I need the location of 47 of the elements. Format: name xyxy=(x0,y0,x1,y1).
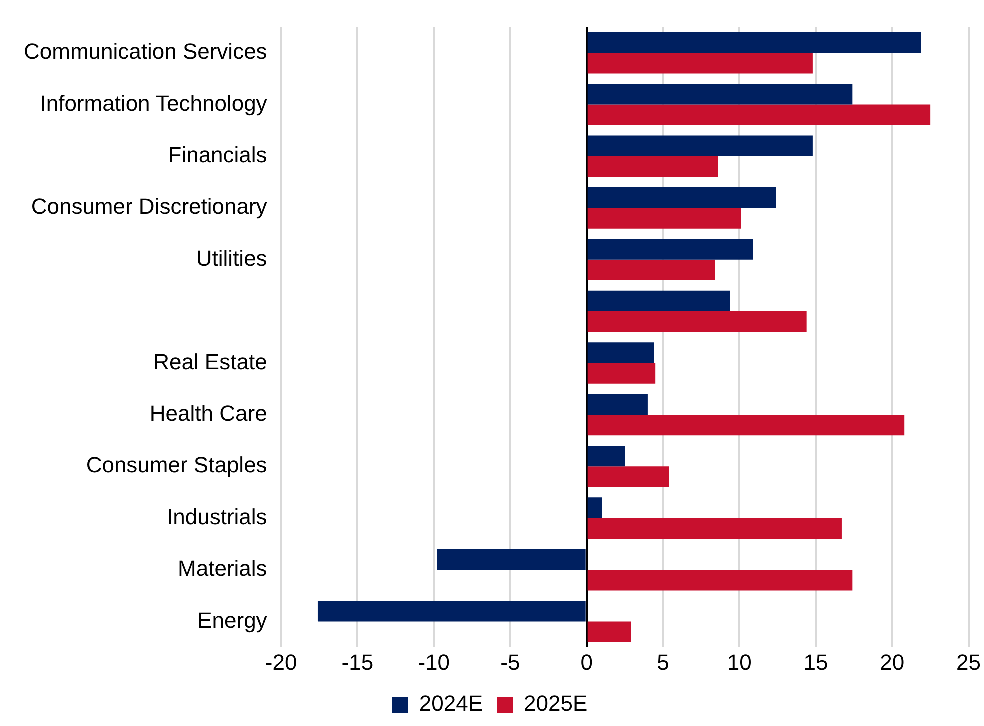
y-tick-label: Financials xyxy=(168,142,268,168)
x-tick-label: -20 xyxy=(265,650,298,675)
y-tick-label: Health Care xyxy=(150,401,268,426)
bar xyxy=(588,312,807,332)
bar xyxy=(588,239,754,260)
bar xyxy=(588,84,853,105)
bar xyxy=(437,549,586,570)
x-tick-label: 5 xyxy=(657,650,670,675)
y-tick-label: Consumer Discretionary xyxy=(31,194,268,220)
x-tick-label: -10 xyxy=(418,650,450,675)
y-tick-label: Industrials xyxy=(167,504,268,530)
bar xyxy=(588,32,922,54)
bar xyxy=(588,466,670,488)
bar xyxy=(588,518,842,540)
y-tick-label: Real Estate xyxy=(154,349,268,374)
legend-label: 2024E xyxy=(419,691,484,716)
bar xyxy=(588,570,853,591)
x-tick-label: 20 xyxy=(880,650,905,675)
y-tick-label: Consumer Staples xyxy=(86,452,268,478)
bar xyxy=(318,601,586,622)
x-tick-label: -15 xyxy=(342,650,374,675)
y-tick-label: Materials xyxy=(178,556,268,582)
bar xyxy=(588,446,626,467)
bar xyxy=(588,290,730,312)
y-tick-label: Utilities xyxy=(196,246,268,271)
bar xyxy=(588,622,632,642)
bar xyxy=(588,187,776,208)
legend-label: 2025E xyxy=(524,691,588,716)
bar xyxy=(588,342,654,364)
x-tick-label: 10 xyxy=(727,650,752,675)
bar xyxy=(588,363,656,384)
bar xyxy=(588,136,813,156)
y-tick-label: Energy xyxy=(198,608,268,633)
x-tick-label: 25 xyxy=(956,650,982,675)
y-tick-label: Information Technology xyxy=(40,90,268,116)
bar xyxy=(588,498,602,518)
bar xyxy=(588,53,813,74)
bar xyxy=(588,104,931,126)
bar xyxy=(588,208,742,229)
bar xyxy=(588,260,716,281)
bar xyxy=(588,156,718,178)
x-tick-label: -5 xyxy=(500,650,520,675)
bar xyxy=(588,414,905,436)
x-tick-label: 15 xyxy=(804,650,828,675)
bar xyxy=(588,394,648,415)
y-tick-label: Communication Services xyxy=(24,39,268,64)
x-tick-label: 0 xyxy=(580,650,593,675)
